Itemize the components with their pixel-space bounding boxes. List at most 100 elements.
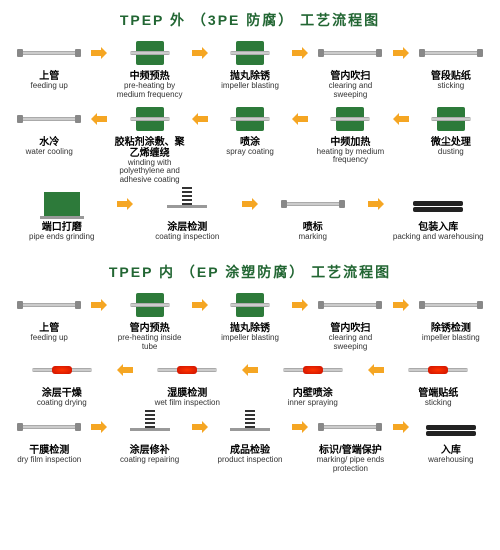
green-box-icon bbox=[236, 107, 264, 131]
flow-step: 涂层修补 coating repairing bbox=[108, 412, 190, 465]
step-icon-box bbox=[416, 38, 486, 68]
step-label-cn: 喷涂 bbox=[240, 137, 260, 148]
step-icon-box bbox=[215, 412, 285, 442]
flow-step: 包装入库 packing and warehousing bbox=[385, 189, 493, 242]
step-icon-box bbox=[27, 189, 97, 219]
flow-arrow-icon bbox=[392, 104, 410, 134]
flow-arrow-icon bbox=[291, 412, 309, 442]
flow-arrow-icon bbox=[90, 38, 108, 68]
spring-icon bbox=[145, 408, 155, 428]
step-icon-box bbox=[115, 412, 185, 442]
step-icon-box bbox=[315, 412, 385, 442]
flowchart-2: TPEP 内 （EP 涂塑防腐） 工艺流程图 上管 feeding up 管内预… bbox=[0, 252, 500, 484]
flow-arrow-icon bbox=[241, 189, 259, 219]
pipe-red-icon bbox=[408, 368, 468, 372]
pipe-icon bbox=[320, 51, 380, 55]
flow-step: 上管 feeding up bbox=[8, 290, 90, 343]
green-box-icon bbox=[437, 107, 465, 131]
step-label-en: impeller blasting bbox=[221, 334, 279, 343]
flow-step: 管内吹扫 clearing and sweeping bbox=[309, 290, 391, 352]
flow-step: 抛丸除锈 impeller blasting bbox=[209, 38, 291, 91]
flow-step: 入库 warehousing bbox=[410, 412, 492, 465]
step-label-en: inner spraying bbox=[288, 399, 338, 408]
flow-step: 湿膜检测 wet film inspection bbox=[134, 355, 242, 408]
green-box-icon bbox=[236, 41, 264, 65]
step-label-cn: 中频加热 bbox=[330, 137, 370, 148]
flowchart-1: TPEP 外 （3PE 防腐） 工艺流程图 上管 feeding up 中频预热… bbox=[0, 0, 500, 252]
pipe-icon bbox=[283, 202, 343, 206]
step-icon-box bbox=[14, 104, 84, 134]
flow-row: 干膜检测 dry film inspection 涂层修补 coating re… bbox=[8, 412, 492, 474]
pipe-icon bbox=[19, 51, 79, 55]
pipe-icon bbox=[19, 303, 79, 307]
flow2-rows: 上管 feeding up 管内预热 pre-heating inside tu… bbox=[8, 290, 492, 474]
flow-step: 管段贴纸 sticking bbox=[410, 38, 492, 91]
step-label-en: wet film inspection bbox=[155, 399, 220, 408]
step-icon-box bbox=[14, 38, 84, 68]
step-label-en: feeding up bbox=[31, 334, 68, 343]
flow-step: 标识/管端保护 marking/ pipe ends protection bbox=[309, 412, 391, 474]
step-label-cn: 胶粘剂涂敷、聚乙烯缠绕 bbox=[110, 137, 188, 159]
flow-step: 除锈检测 impeller blasting bbox=[410, 290, 492, 343]
flow-arrow-icon bbox=[367, 189, 385, 219]
flow-arrow-icon bbox=[90, 290, 108, 320]
step-icon-box bbox=[416, 104, 486, 134]
step-label-en: product inspection bbox=[218, 456, 283, 465]
step-label-en: coating inspection bbox=[155, 233, 219, 242]
step-icon-box bbox=[315, 104, 385, 134]
flow-step: 涂层干燥 coating drying bbox=[8, 355, 116, 408]
flow-arrow-icon bbox=[392, 38, 410, 68]
flow-step: 中频加热 heating by medium frequency bbox=[309, 104, 391, 166]
green-box-icon bbox=[136, 41, 164, 65]
step-icon-box bbox=[315, 38, 385, 68]
flow-step: 成品检验 product inspection bbox=[209, 412, 291, 465]
flow-step: 微尘处理 dusting bbox=[410, 104, 492, 157]
flow-step: 喷标 marking bbox=[259, 189, 367, 242]
flow-arrow-icon bbox=[392, 412, 410, 442]
step-label-cn: 微尘处理 bbox=[431, 137, 471, 148]
green-box-icon bbox=[136, 293, 164, 317]
step-label-en: dusting bbox=[438, 148, 464, 157]
step-icon-box bbox=[403, 355, 473, 385]
step-label-cn: 水冷 bbox=[39, 137, 59, 148]
flow-step: 喷涂 spray coating bbox=[209, 104, 291, 157]
step-icon-box bbox=[14, 412, 84, 442]
flow-arrow-icon bbox=[191, 38, 209, 68]
spring-icon bbox=[245, 408, 255, 428]
flow-arrow-icon bbox=[392, 290, 410, 320]
step-label-en: spray coating bbox=[226, 148, 274, 157]
step-icon-box bbox=[315, 290, 385, 320]
flow-arrow-icon bbox=[191, 412, 209, 442]
flow-step: 管端贴纸 sticking bbox=[385, 355, 493, 408]
flow1-rows: 上管 feeding up 中频预热 pre-heating by medium… bbox=[8, 38, 492, 242]
machine-icon bbox=[44, 192, 80, 216]
flow-arrow-icon bbox=[191, 290, 209, 320]
step-icon-box bbox=[215, 290, 285, 320]
step-icon-box bbox=[278, 355, 348, 385]
pipe-icon bbox=[19, 117, 79, 121]
spring-icon bbox=[182, 185, 192, 205]
step-label-en: coating repairing bbox=[120, 456, 179, 465]
step-icon-box bbox=[215, 38, 285, 68]
pipe-icon bbox=[421, 303, 481, 307]
step-label-en: impeller blasting bbox=[422, 334, 480, 343]
pipe-dark-icon bbox=[413, 201, 463, 206]
flow-arrow-icon bbox=[241, 355, 259, 385]
step-label-en: dry film inspection bbox=[17, 456, 81, 465]
flow-step: 上管 feeding up bbox=[8, 38, 90, 91]
step-label-en: marking/ pipe ends protection bbox=[311, 456, 389, 474]
step-label-en: pre-heating by medium frequency bbox=[110, 82, 188, 100]
flow-arrow-icon bbox=[291, 38, 309, 68]
step-label-en: sticking bbox=[437, 82, 464, 91]
step-icon-box bbox=[416, 412, 486, 442]
step-label-en: packing and warehousing bbox=[393, 233, 484, 242]
pipe-red-icon bbox=[32, 368, 92, 372]
flow-step: 中频预热 pre-heating by medium frequency bbox=[108, 38, 190, 100]
step-icon-box bbox=[152, 189, 222, 219]
step-label-en: warehousing bbox=[428, 456, 473, 465]
step-icon-box bbox=[215, 104, 285, 134]
flow-row: 上管 feeding up 中频预热 pre-heating by medium… bbox=[8, 38, 492, 100]
flow-arrow-icon bbox=[90, 104, 108, 134]
step-icon-box bbox=[27, 355, 97, 385]
pipe-icon bbox=[320, 303, 380, 307]
